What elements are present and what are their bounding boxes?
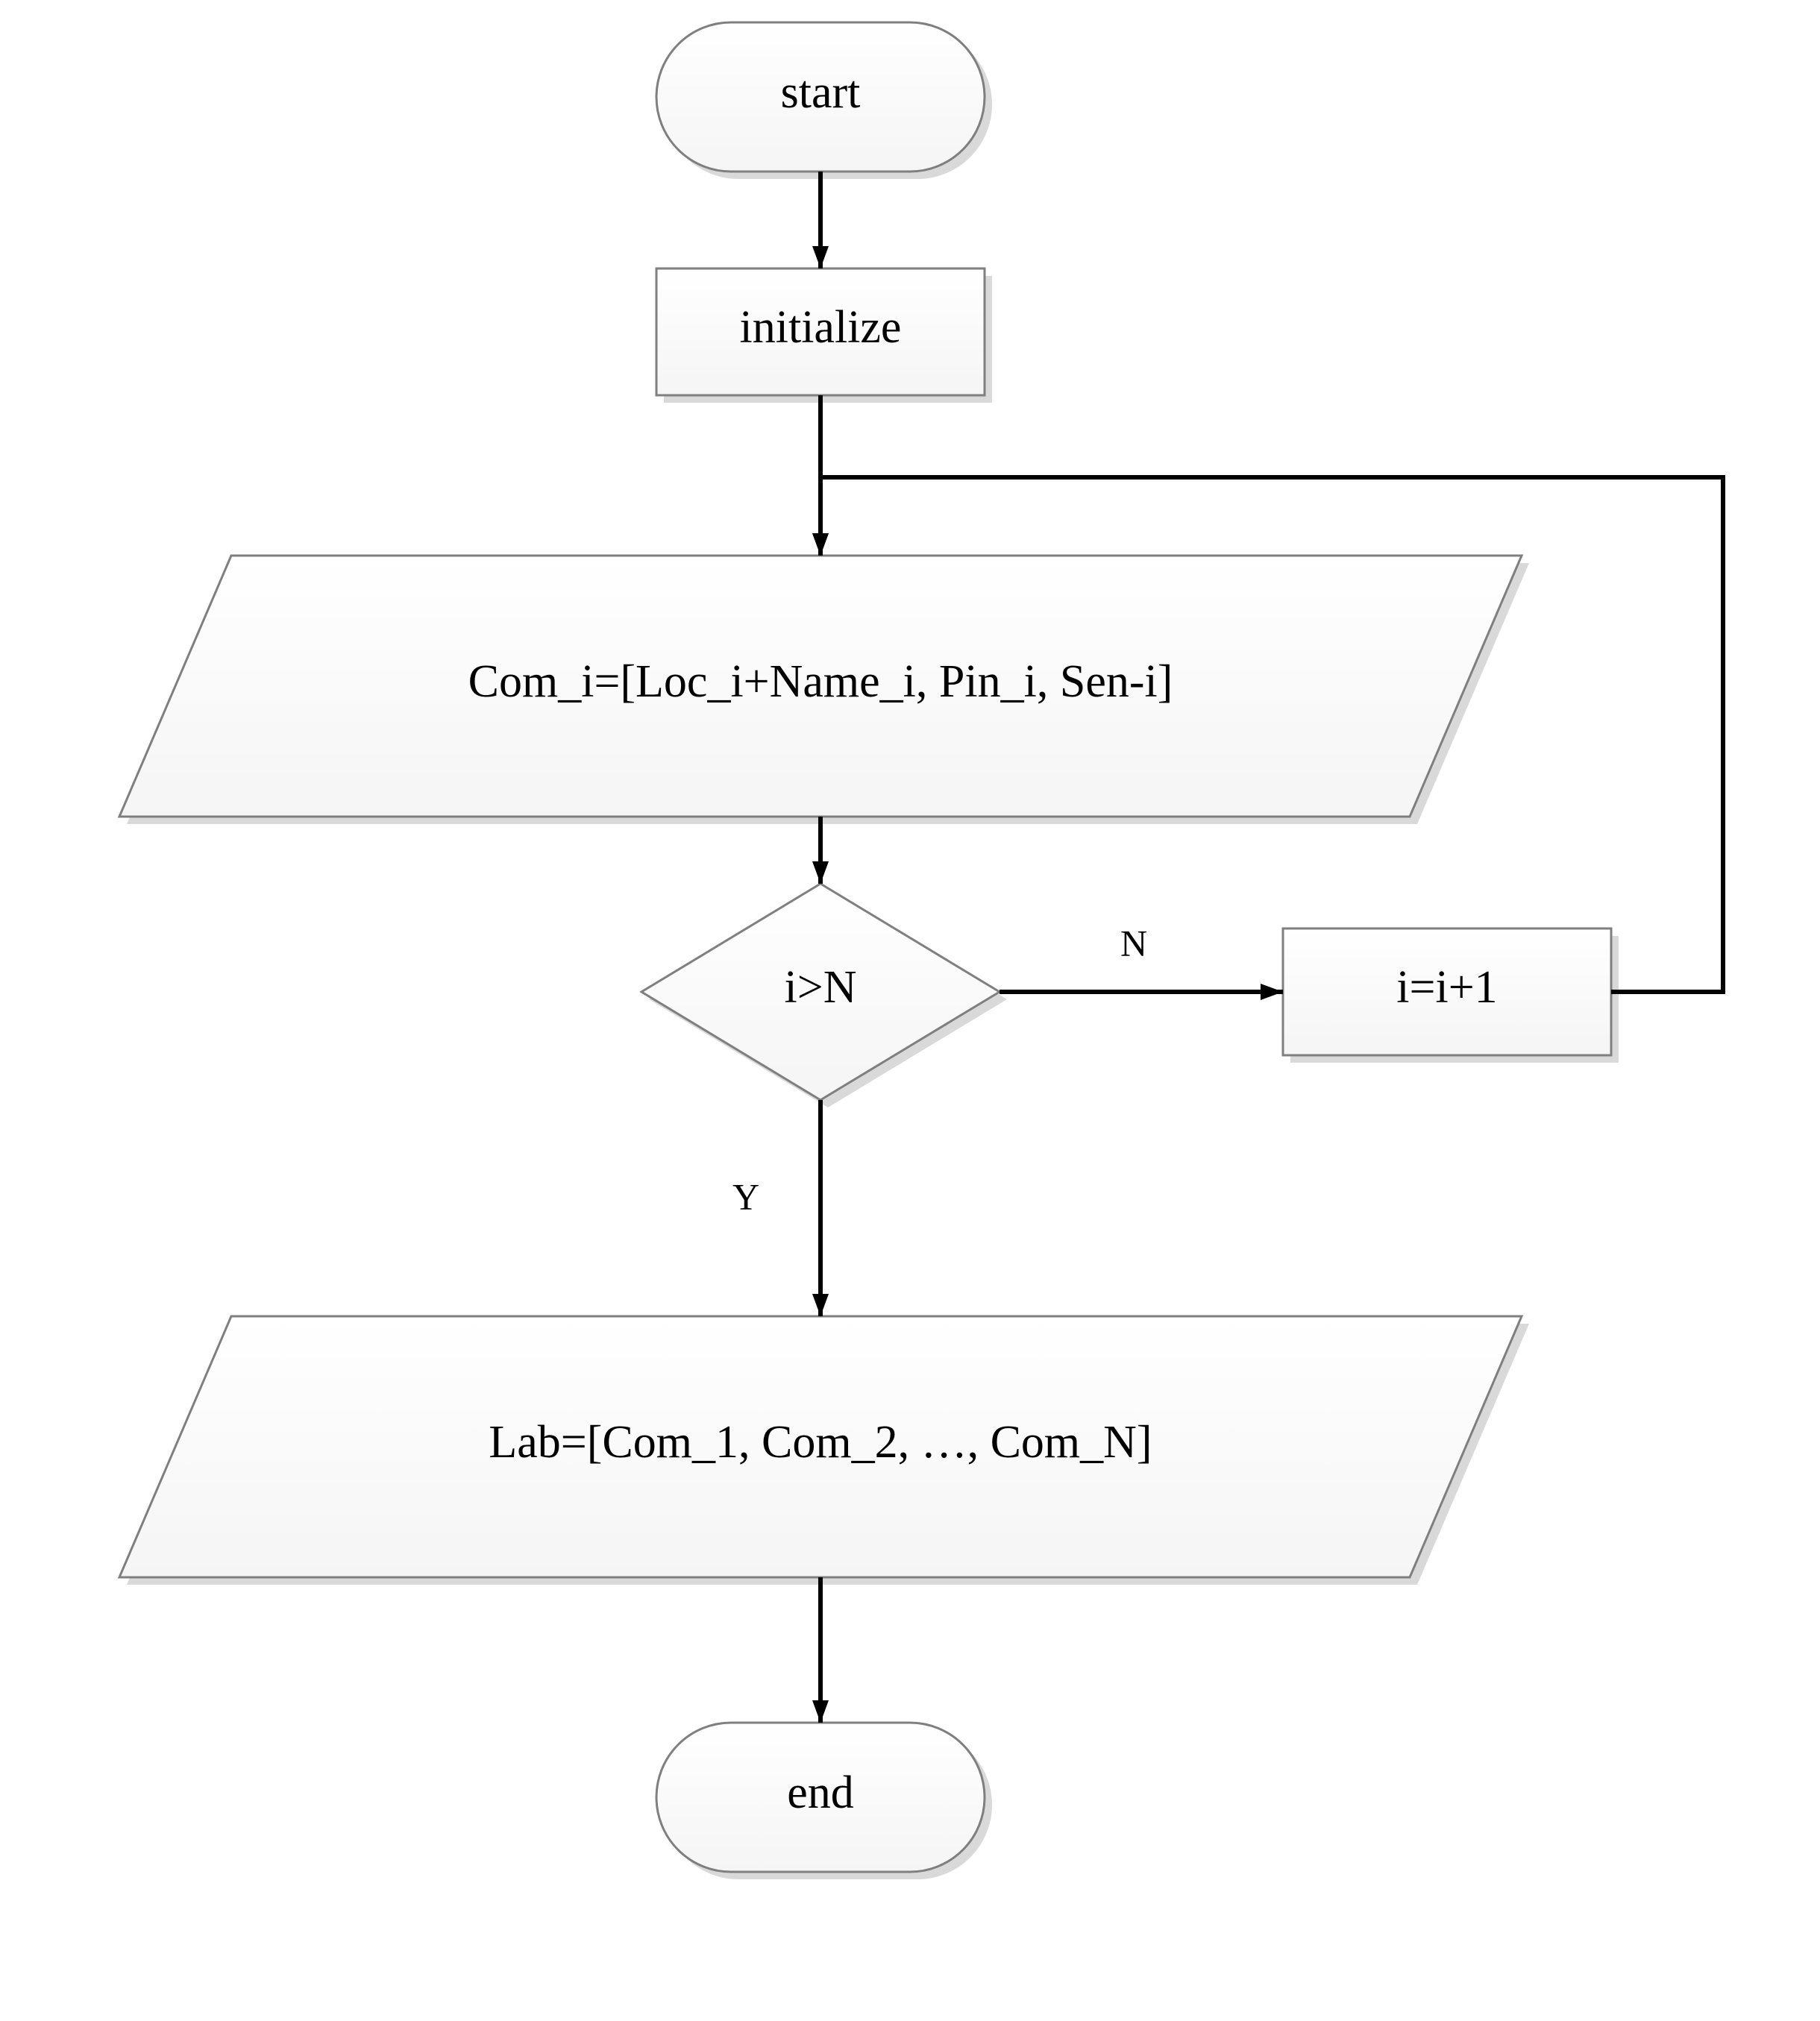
node-decision-label: i>N	[785, 962, 857, 1013]
arrow-head	[812, 1700, 829, 1723]
node-start-label: start	[781, 67, 861, 118]
arrow-head	[812, 533, 829, 556]
edge-label: N	[1120, 922, 1147, 964]
node-lab-label: Lab=[Com_1, Com_2, …, Com_N]	[489, 1417, 1152, 1468]
node-increment-label: i=i+1	[1396, 962, 1497, 1013]
arrow-head	[812, 861, 829, 884]
edge-label: Y	[732, 1175, 759, 1217]
node-end-label: end	[787, 1767, 854, 1818]
node-com_i-label: Com_i=[Loc_i+Name_i, Pin_i, Sen-i]	[468, 656, 1173, 707]
node-initialize-label: initialize	[740, 302, 902, 353]
arrow-head	[1261, 984, 1283, 1000]
arrow-head	[812, 1294, 829, 1316]
arrow-head	[812, 246, 829, 268]
